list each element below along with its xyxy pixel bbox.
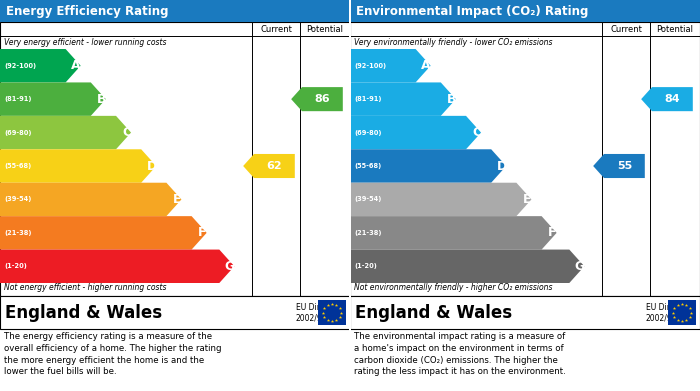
Text: D: D — [496, 160, 507, 172]
Text: England & Wales: England & Wales — [5, 303, 162, 321]
Bar — [0, 22, 350, 296]
Text: (81-91): (81-91) — [354, 96, 382, 102]
Polygon shape — [350, 216, 556, 249]
Polygon shape — [350, 149, 506, 183]
Bar — [349, 0, 351, 391]
Text: Energy Efficiency Rating: Energy Efficiency Rating — [6, 5, 169, 18]
Text: (55-68): (55-68) — [354, 163, 382, 169]
Text: 55: 55 — [617, 161, 632, 171]
Text: (21-38): (21-38) — [4, 230, 32, 236]
Text: F: F — [548, 226, 556, 239]
Text: 86: 86 — [314, 94, 330, 104]
Text: England & Wales: England & Wales — [355, 303, 512, 321]
Polygon shape — [641, 87, 693, 111]
Polygon shape — [0, 116, 131, 149]
Text: Not energy efficient - higher running costs: Not energy efficient - higher running co… — [4, 283, 167, 292]
Polygon shape — [0, 83, 106, 116]
Bar — [0, 296, 350, 329]
Polygon shape — [0, 49, 80, 83]
Text: Potential: Potential — [307, 25, 344, 34]
Text: (92-100): (92-100) — [354, 63, 386, 69]
Text: 62: 62 — [267, 161, 282, 171]
Text: Potential: Potential — [657, 25, 694, 34]
Text: (92-100): (92-100) — [4, 63, 36, 69]
Bar — [350, 296, 700, 329]
Text: Current: Current — [610, 25, 642, 34]
Polygon shape — [0, 216, 206, 249]
Text: EU Directive
2002/91/EC: EU Directive 2002/91/EC — [296, 303, 343, 322]
Text: (55-68): (55-68) — [4, 163, 32, 169]
Text: Not environmentally friendly - higher CO₂ emissions: Not environmentally friendly - higher CO… — [354, 283, 552, 292]
Text: C: C — [122, 126, 131, 139]
Text: A: A — [421, 59, 431, 72]
Text: The environmental impact rating is a measure of
a home's impact on the environme: The environmental impact rating is a mea… — [354, 332, 566, 377]
Text: G: G — [575, 260, 585, 273]
Text: EU Directive
2002/91/EC: EU Directive 2002/91/EC — [646, 303, 693, 322]
Text: A: A — [71, 59, 81, 72]
Bar — [668, 300, 696, 325]
Text: B: B — [447, 93, 456, 106]
Polygon shape — [593, 154, 645, 178]
Text: F: F — [198, 226, 206, 239]
Polygon shape — [350, 83, 456, 116]
Text: C: C — [472, 126, 481, 139]
Text: (39-54): (39-54) — [4, 196, 32, 203]
Text: Very energy efficient - lower running costs: Very energy efficient - lower running co… — [4, 38, 167, 47]
Bar — [0, 0, 350, 22]
Polygon shape — [350, 249, 584, 283]
Text: E: E — [173, 193, 181, 206]
Text: (1-20): (1-20) — [354, 263, 377, 269]
Text: (69-80): (69-80) — [4, 129, 32, 136]
Text: (81-91): (81-91) — [4, 96, 32, 102]
Polygon shape — [350, 49, 430, 83]
Text: Very environmentally friendly - lower CO₂ emissions: Very environmentally friendly - lower CO… — [354, 38, 552, 47]
Polygon shape — [0, 183, 181, 216]
Polygon shape — [350, 183, 531, 216]
Bar — [350, 22, 700, 296]
Text: Current: Current — [260, 25, 292, 34]
Text: Environmental Impact (CO₂) Rating: Environmental Impact (CO₂) Rating — [356, 5, 589, 18]
Bar — [350, 0, 700, 22]
Text: G: G — [225, 260, 235, 273]
Text: E: E — [523, 193, 531, 206]
Polygon shape — [0, 149, 156, 183]
Polygon shape — [0, 249, 234, 283]
Text: B: B — [97, 93, 106, 106]
Text: (21-38): (21-38) — [354, 230, 382, 236]
Text: (69-80): (69-80) — [354, 129, 382, 136]
Text: 84: 84 — [664, 94, 680, 104]
Polygon shape — [350, 116, 481, 149]
Text: (1-20): (1-20) — [4, 263, 27, 269]
Text: D: D — [146, 160, 157, 172]
Bar — [318, 300, 346, 325]
Polygon shape — [243, 154, 295, 178]
Text: (39-54): (39-54) — [354, 196, 382, 203]
Text: The energy efficiency rating is a measure of the
overall efficiency of a home. T: The energy efficiency rating is a measur… — [4, 332, 221, 377]
Polygon shape — [291, 87, 343, 111]
